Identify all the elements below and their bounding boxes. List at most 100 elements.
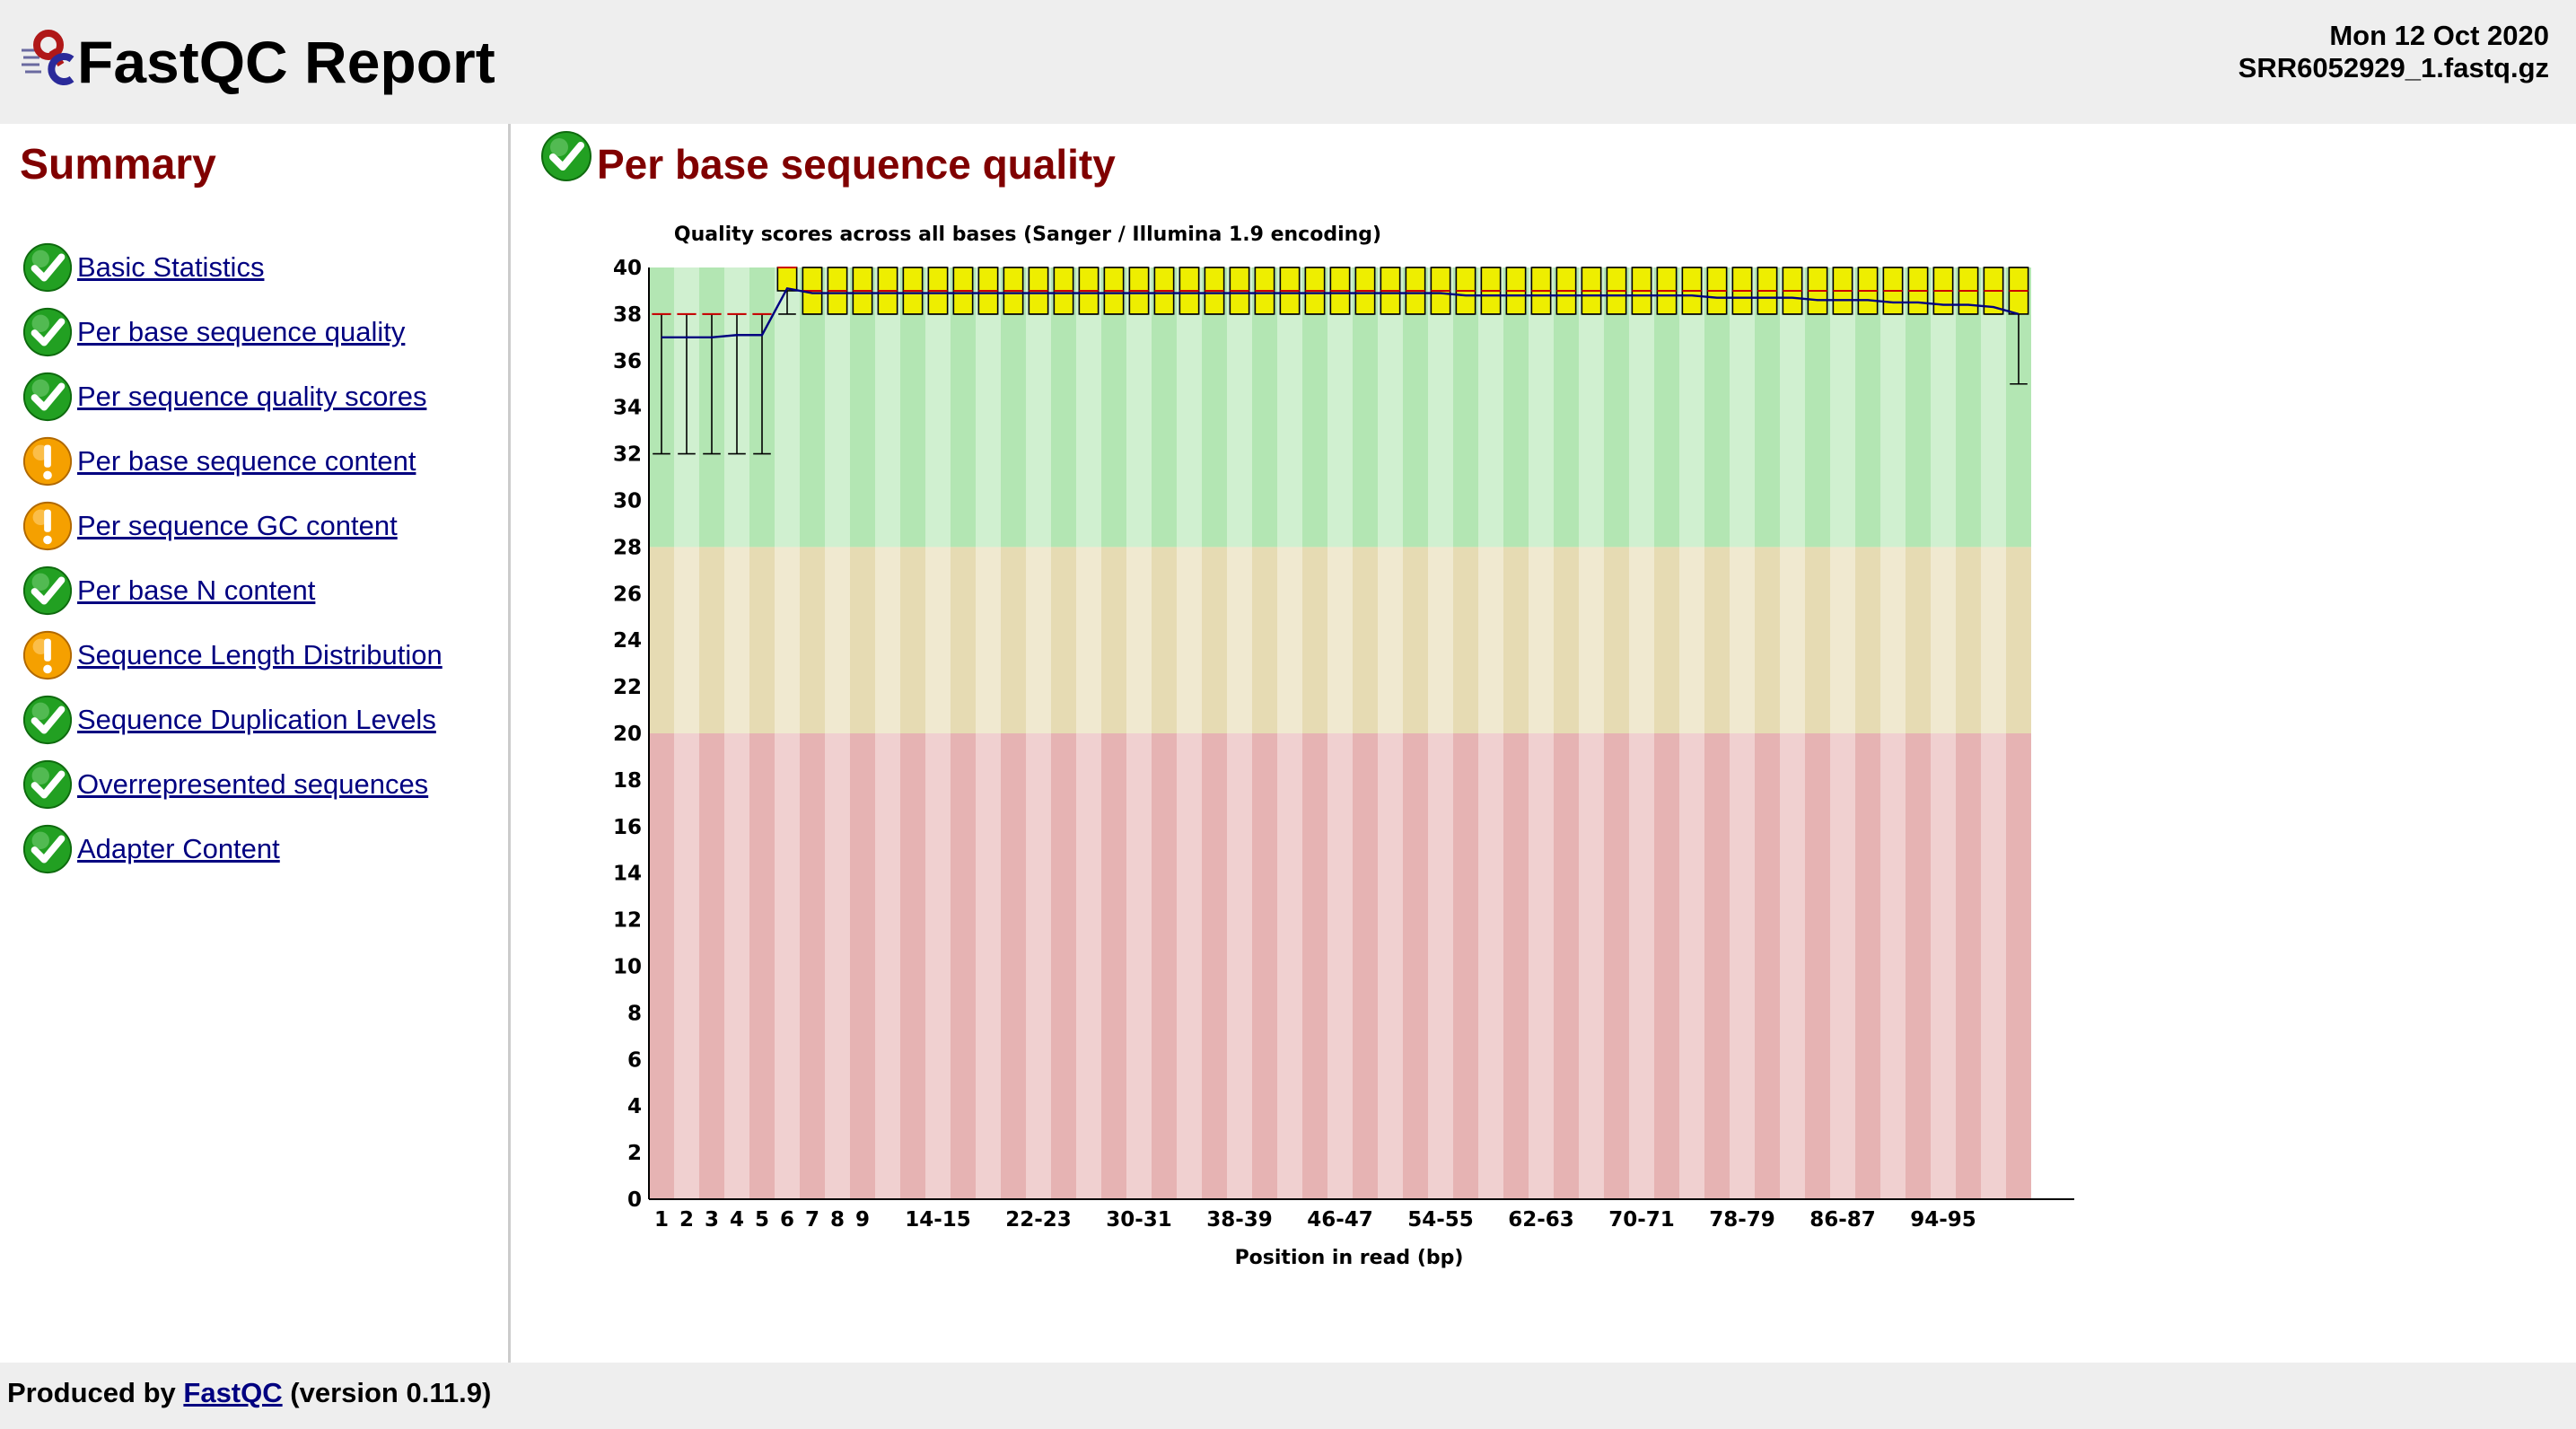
quartile-box <box>776 267 798 292</box>
zone-stripe-ok <box>674 547 699 733</box>
zone-stripe-ok <box>775 547 800 733</box>
zone-stripe-bad <box>1478 733 1503 1199</box>
zone-stripe-bad <box>1679 733 1704 1199</box>
summary-link[interactable]: Sequence Duplication Levels <box>77 704 436 735</box>
zone-stripe-bad <box>1302 733 1327 1199</box>
report-footer: Produced by FastQC (version 0.11.9) <box>0 1363 2576 1429</box>
zone-stripe-bad <box>1755 733 1780 1199</box>
summary-item: Per sequence GC content <box>22 494 442 558</box>
zone-stripe-ok <box>1629 547 1654 733</box>
zone-stripe-ok <box>1403 547 1428 733</box>
zone-stripe-ok <box>1805 547 1830 733</box>
zone-stripe-bad <box>1277 733 1302 1199</box>
zone-stripe-ok <box>1654 547 1679 733</box>
zone-stripe-bad <box>850 733 875 1199</box>
pass-icon <box>22 372 73 422</box>
zone-stripe-bad <box>1051 733 1076 1199</box>
zone-stripe-bad <box>1126 733 1152 1199</box>
zone-stripe-bad <box>1227 733 1252 1199</box>
summary-link[interactable]: Basic Statistics <box>77 251 265 283</box>
zone-stripe-ok <box>1780 547 1805 733</box>
x-tick-label: 30-31 <box>1106 1208 1172 1232</box>
zone-stripe-bad <box>1906 733 1931 1199</box>
zone-stripe-bad <box>1101 733 1126 1199</box>
zone-stripe-bad <box>1654 733 1679 1199</box>
y-tick-label: 34 <box>613 397 642 420</box>
zone-stripe-ok <box>2006 547 2031 733</box>
zone-stripe-ok <box>1855 547 1880 733</box>
zone-stripe-bad <box>749 733 775 1199</box>
summary-item: Sequence Duplication Levels <box>22 688 442 752</box>
fastqc-link[interactable]: FastQC <box>183 1377 283 1408</box>
zone-stripe-ok <box>1126 547 1152 733</box>
summary-link[interactable]: Overrepresented sequences <box>77 768 429 800</box>
zone-stripe-ok <box>1076 547 1101 733</box>
summary-item: Per base sequence quality <box>22 300 442 364</box>
y-tick-label: 12 <box>613 909 642 933</box>
summary-item: Sequence Length Distribution <box>22 623 442 688</box>
fastqc-logo-icon <box>22 30 74 85</box>
x-tick-label: 14-15 <box>905 1208 971 1232</box>
y-tick-label: 6 <box>627 1048 642 1072</box>
zone-stripe-ok <box>1604 547 1629 733</box>
zone-stripe-ok <box>1302 547 1327 733</box>
zone-stripe-ok <box>1478 547 1503 733</box>
summary-link[interactable]: Per base sequence quality <box>77 316 406 347</box>
zone-stripe-ok <box>1704 547 1730 733</box>
summary-link[interactable]: Per base sequence content <box>77 445 416 477</box>
x-axis-label: Position in read (bp) <box>1235 1247 1464 1269</box>
summary-link[interactable]: Sequence Length Distribution <box>77 639 442 671</box>
zone-stripe-bad <box>1202 733 1227 1199</box>
y-tick-label: 28 <box>613 536 642 559</box>
y-tick-label: 36 <box>613 350 642 373</box>
x-tick-label: 38-39 <box>1206 1208 1273 1232</box>
x-tick-label: 86-87 <box>1809 1208 1876 1232</box>
pass-icon <box>22 242 73 293</box>
zone-stripe-bad <box>1001 733 1026 1199</box>
zone-stripe-bad <box>900 733 925 1199</box>
zone-stripe-bad <box>724 733 749 1199</box>
summary-nav: Basic Statistics Per base sequence qualit… <box>22 235 442 881</box>
summary-link[interactable]: Per base N content <box>77 574 316 606</box>
mean-line <box>662 287 2020 339</box>
zone-stripe-ok <box>1503 547 1529 733</box>
zone-stripe-ok <box>875 547 900 733</box>
zone-stripe-bad <box>1403 733 1428 1199</box>
y-tick-label: 26 <box>613 583 642 606</box>
x-tick-label: 9 <box>855 1208 870 1232</box>
zone-stripe-ok <box>1428 547 1453 733</box>
zone-stripe-bad <box>1780 733 1805 1199</box>
zone-stripe-bad <box>1931 733 1956 1199</box>
zone-stripe-bad <box>1629 733 1654 1199</box>
zone-stripe-ok <box>1177 547 1202 733</box>
pass-icon <box>22 565 73 616</box>
zone-stripe-bad <box>2006 733 2031 1199</box>
x-tick-label: 1 <box>654 1208 669 1232</box>
zone-stripe-ok <box>724 547 749 733</box>
zone-stripe-ok <box>1579 547 1604 733</box>
zone-stripe-ok <box>1931 547 1956 733</box>
warning-icon <box>22 501 73 551</box>
y-tick-label: 14 <box>613 863 642 886</box>
zone-stripe-bad <box>1026 733 1051 1199</box>
quality-boxplot-chart: 0246810121416182022242628303234363840Qua… <box>613 224 2074 1269</box>
zone-stripe-ok <box>1981 547 2006 733</box>
summary-link[interactable]: Adapter Content <box>77 833 280 864</box>
pass-icon <box>541 131 591 181</box>
summary-link[interactable]: Per sequence GC content <box>77 510 398 541</box>
summary-link[interactable]: Per sequence quality scores <box>77 381 427 412</box>
zone-stripe-ok <box>976 547 1001 733</box>
x-tick-label: 94-95 <box>1910 1208 1976 1232</box>
app-title: FastQC Report <box>77 29 495 95</box>
x-tick-label: 22-23 <box>1005 1208 1072 1232</box>
zone-stripe-bad <box>1378 733 1403 1199</box>
y-tick-label: 40 <box>613 257 642 280</box>
zone-stripe-bad <box>1579 733 1604 1199</box>
report-meta: Mon 12 Oct 2020 SRR6052929_1.fastq.gz <box>2239 20 2549 84</box>
chart-title: Quality scores across all bases (Sanger … <box>674 224 1381 246</box>
footer-text: Produced by FastQC (version 0.11.9) <box>7 1377 491 1409</box>
zone-stripe-ok <box>1001 547 1026 733</box>
zone-stripe-ok <box>1277 547 1302 733</box>
y-tick-label: 0 <box>627 1188 642 1212</box>
warning-icon <box>22 630 73 680</box>
